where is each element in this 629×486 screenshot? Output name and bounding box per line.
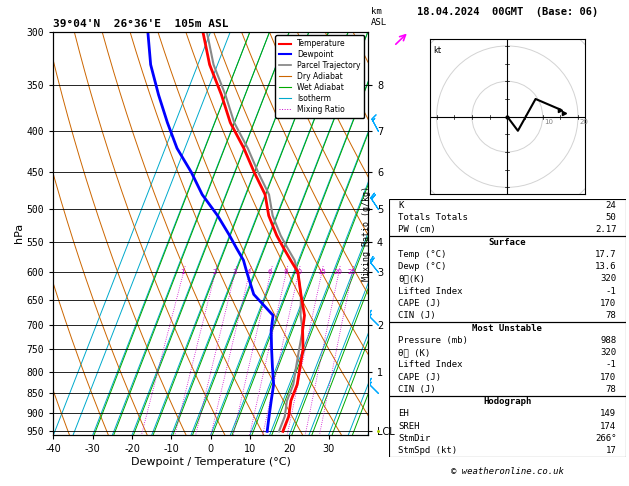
- Text: CAPE (J): CAPE (J): [398, 373, 441, 382]
- Text: 988: 988: [600, 336, 616, 345]
- Text: 10: 10: [294, 269, 303, 275]
- Text: 20: 20: [580, 119, 589, 125]
- Text: km
ASL: km ASL: [371, 7, 387, 27]
- Text: 266°: 266°: [595, 434, 616, 443]
- Text: 15: 15: [317, 269, 326, 275]
- Text: 320: 320: [600, 348, 616, 357]
- Text: PW (cm): PW (cm): [398, 226, 436, 234]
- Text: Temp (°C): Temp (°C): [398, 250, 447, 259]
- Text: 149: 149: [600, 409, 616, 418]
- Text: 6: 6: [268, 269, 272, 275]
- Text: Dewp (°C): Dewp (°C): [398, 262, 447, 271]
- Text: K: K: [398, 201, 404, 210]
- Text: -1: -1: [606, 360, 616, 369]
- Text: Most Unstable: Most Unstable: [472, 324, 542, 332]
- Text: 174: 174: [600, 422, 616, 431]
- Y-axis label: hPa: hPa: [14, 223, 24, 243]
- Text: 78: 78: [606, 385, 616, 394]
- Text: 4: 4: [247, 269, 251, 275]
- Text: StmSpd (kt): StmSpd (kt): [398, 446, 457, 455]
- Text: Lifted Index: Lifted Index: [398, 360, 463, 369]
- Text: StmDir: StmDir: [398, 434, 430, 443]
- Text: 20: 20: [334, 269, 343, 275]
- Text: 2.17: 2.17: [595, 226, 616, 234]
- Text: Mixing Ratio (g/kg): Mixing Ratio (g/kg): [362, 186, 371, 281]
- Text: 10: 10: [545, 119, 554, 125]
- Legend: Temperature, Dewpoint, Parcel Trajectory, Dry Adiabat, Wet Adiabat, Isotherm, Mi: Temperature, Dewpoint, Parcel Trajectory…: [276, 35, 364, 118]
- Text: Hodograph: Hodograph: [483, 397, 532, 406]
- Text: CIN (J): CIN (J): [398, 312, 436, 320]
- Text: 170: 170: [600, 299, 616, 308]
- Text: © weatheronline.co.uk: © weatheronline.co.uk: [451, 467, 564, 476]
- Text: 2: 2: [213, 269, 217, 275]
- Text: 320: 320: [600, 275, 616, 283]
- Text: 1: 1: [181, 269, 185, 275]
- Text: Totals Totals: Totals Totals: [398, 213, 468, 222]
- Text: 25: 25: [347, 269, 356, 275]
- Text: 18.04.2024  00GMT  (Base: 06): 18.04.2024 00GMT (Base: 06): [416, 7, 598, 17]
- Text: SREH: SREH: [398, 422, 420, 431]
- Text: 39°04'N  26°36'E  105m ASL: 39°04'N 26°36'E 105m ASL: [53, 19, 229, 30]
- Text: 78: 78: [606, 312, 616, 320]
- Text: 13.6: 13.6: [595, 262, 616, 271]
- Text: Lifted Index: Lifted Index: [398, 287, 463, 296]
- Text: EH: EH: [398, 409, 409, 418]
- Text: 3: 3: [232, 269, 237, 275]
- Text: 170: 170: [600, 373, 616, 382]
- Text: Pressure (mb): Pressure (mb): [398, 336, 468, 345]
- Text: 17: 17: [606, 446, 616, 455]
- Text: 50: 50: [606, 213, 616, 222]
- Text: 8: 8: [284, 269, 288, 275]
- Text: θᴇ(K): θᴇ(K): [398, 275, 425, 283]
- X-axis label: Dewpoint / Temperature (°C): Dewpoint / Temperature (°C): [131, 457, 291, 467]
- Text: -1: -1: [606, 287, 616, 296]
- Text: 17.7: 17.7: [595, 250, 616, 259]
- Text: 24: 24: [606, 201, 616, 210]
- Text: Surface: Surface: [489, 238, 526, 247]
- Text: CAPE (J): CAPE (J): [398, 299, 441, 308]
- Text: kt: kt: [433, 46, 441, 55]
- Text: θᴇ (K): θᴇ (K): [398, 348, 430, 357]
- Text: CIN (J): CIN (J): [398, 385, 436, 394]
